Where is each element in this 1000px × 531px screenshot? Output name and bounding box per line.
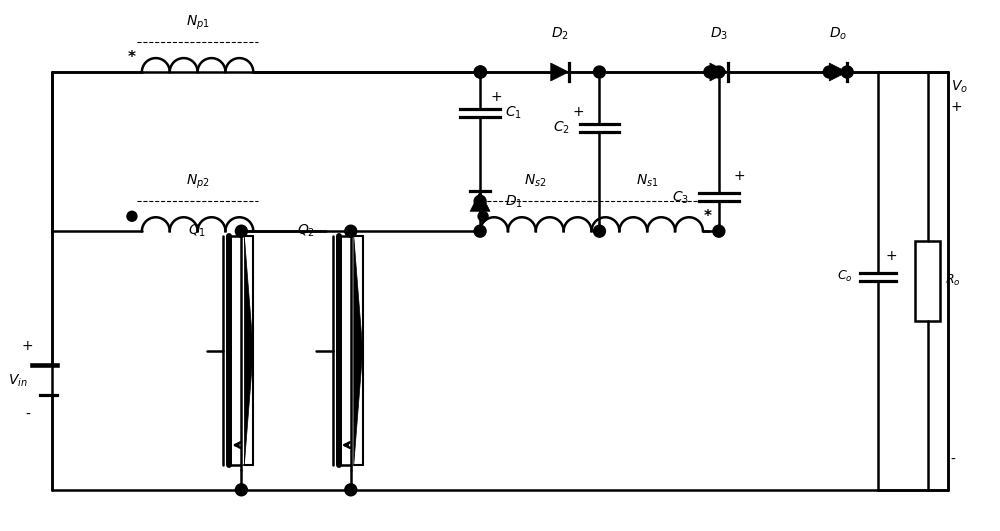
Circle shape [235, 484, 247, 496]
Text: $N_{s2}$: $N_{s2}$ [524, 173, 547, 190]
Text: +: + [886, 249, 898, 263]
Circle shape [474, 195, 486, 207]
Circle shape [713, 66, 725, 78]
Text: $N_{s1}$: $N_{s1}$ [636, 173, 659, 190]
Text: +: + [573, 105, 585, 119]
Circle shape [594, 66, 605, 78]
Bar [915, 241, 940, 321]
Circle shape [345, 225, 357, 237]
Polygon shape [829, 63, 847, 81]
Polygon shape [470, 191, 490, 211]
Circle shape [713, 225, 725, 237]
Text: $V_o$: $V_o$ [951, 79, 968, 95]
Text: $Q_1$: $Q_1$ [188, 223, 206, 239]
Text: $C_3$: $C_3$ [672, 189, 689, 205]
Polygon shape [354, 236, 363, 465]
Text: +: + [490, 90, 502, 104]
Text: -: - [951, 453, 956, 467]
Text: $V_{in}$: $V_{in}$ [8, 372, 27, 389]
Polygon shape [710, 63, 728, 81]
Circle shape [474, 66, 486, 78]
Circle shape [478, 211, 488, 221]
Text: $D_1$: $D_1$ [505, 193, 523, 210]
Text: $C_1$: $C_1$ [505, 105, 522, 121]
Text: $C_2$: $C_2$ [553, 119, 570, 136]
Text: $N_{p1}$: $N_{p1}$ [186, 14, 209, 32]
Polygon shape [244, 236, 253, 465]
Text: $D_3$: $D_3$ [710, 26, 728, 42]
Polygon shape [551, 63, 569, 81]
Text: *: * [704, 209, 712, 224]
Circle shape [704, 66, 716, 78]
Circle shape [474, 225, 486, 237]
Text: $D_2$: $D_2$ [551, 26, 569, 42]
Circle shape [823, 66, 835, 78]
Text: $Q_2$: $Q_2$ [297, 223, 315, 239]
Circle shape [475, 66, 487, 78]
Text: +: + [951, 100, 962, 114]
Circle shape [594, 225, 605, 237]
Text: $C_o$: $C_o$ [837, 269, 853, 285]
Circle shape [345, 484, 357, 496]
Text: +: + [734, 169, 745, 184]
Circle shape [841, 66, 853, 78]
Text: +: + [22, 339, 33, 353]
Text: $R_o$: $R_o$ [945, 273, 961, 288]
Text: *: * [128, 49, 136, 65]
Circle shape [235, 225, 247, 237]
Circle shape [127, 211, 137, 221]
Text: $N_{p2}$: $N_{p2}$ [186, 173, 209, 191]
Text: -: - [25, 408, 30, 422]
Text: $D_o$: $D_o$ [829, 26, 847, 42]
